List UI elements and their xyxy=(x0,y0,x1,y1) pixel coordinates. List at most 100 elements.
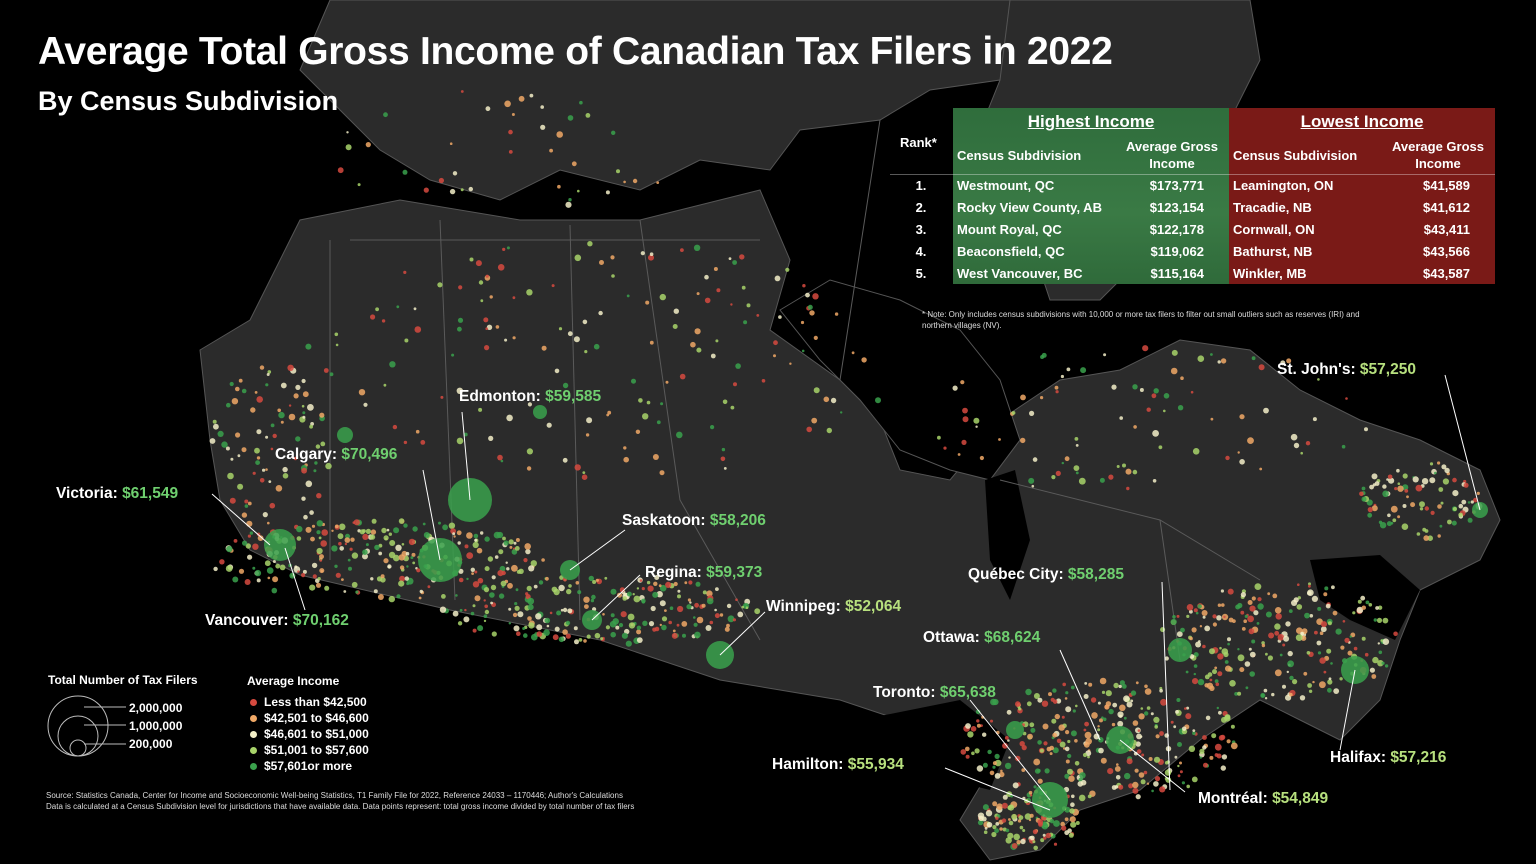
subdivision-dot xyxy=(265,435,269,439)
subdivision-dot xyxy=(681,621,688,627)
subdivision-dot xyxy=(1158,445,1163,450)
subdivision-dot xyxy=(1007,739,1010,742)
subdivision-dot xyxy=(610,613,615,618)
subdivision-dot xyxy=(1180,627,1185,633)
subdivision-dot xyxy=(1397,485,1404,492)
subdivision-dot xyxy=(1067,753,1072,759)
subdivision-dot xyxy=(1067,739,1071,744)
subdivision-dot xyxy=(351,552,359,559)
subdivision-dot xyxy=(500,580,507,587)
subdivision-dot xyxy=(1239,459,1245,465)
subdivision-dot xyxy=(383,112,388,118)
subdivision-dot xyxy=(1159,688,1163,693)
subdivision-dot xyxy=(1185,670,1189,674)
subdivision-dot xyxy=(266,567,274,574)
subdivision-dot xyxy=(1237,648,1240,651)
subdivision-dot xyxy=(338,523,346,531)
subdivision-dot xyxy=(1437,534,1441,538)
low-subdivision-cell: Leamington, ON xyxy=(1233,178,1334,193)
rank-cell: 1. xyxy=(915,178,927,193)
subdivision-dot xyxy=(732,260,737,265)
subdivision-dot xyxy=(732,618,737,622)
subdivision-dot xyxy=(1132,469,1138,475)
low-subdivision-header: Census Subdivision xyxy=(1233,148,1358,163)
city-name: Saskatoon: xyxy=(622,512,706,529)
city-label: Québec City: $58,285 xyxy=(968,566,1124,584)
subdivision-dot xyxy=(275,563,281,569)
subdivision-dot xyxy=(1069,816,1076,823)
subdivision-dot xyxy=(272,560,276,563)
subdivision-dot xyxy=(470,611,475,616)
subdivision-dot xyxy=(648,254,654,261)
subdivision-dot xyxy=(288,413,296,421)
subdivision-dot xyxy=(1356,606,1364,614)
city-label: Regina: $59,373 xyxy=(645,564,762,582)
subdivision-dot xyxy=(373,589,378,594)
subdivision-dot xyxy=(705,625,712,631)
subdivision-dot xyxy=(636,587,640,590)
subdivision-dot xyxy=(557,184,561,189)
subdivision-dot xyxy=(693,616,696,619)
subdivision-dot xyxy=(1172,615,1176,619)
subdivision-dot xyxy=(1402,473,1408,479)
subdivision-dot xyxy=(567,115,574,121)
subdivision-dot xyxy=(1065,691,1069,695)
subdivision-dot xyxy=(472,541,479,549)
subdivision-dot xyxy=(728,257,732,260)
city-name: Victoria: xyxy=(56,485,118,502)
subdivision-dot xyxy=(1394,487,1398,491)
subdivision-dot xyxy=(1082,752,1088,758)
subdivision-dot xyxy=(659,293,666,301)
subdivision-dot xyxy=(610,255,615,260)
subdivision-dot xyxy=(737,611,744,618)
subdivision-dot xyxy=(616,169,620,174)
subdivision-dot xyxy=(1192,731,1196,735)
subdivision-dot xyxy=(1177,774,1181,778)
subdivision-dot xyxy=(316,530,321,535)
subdivision-dot xyxy=(1429,462,1434,466)
subdivision-dot xyxy=(974,748,980,754)
subdivision-dot xyxy=(517,611,524,618)
high-subdivision-cell: West Vancouver, BC xyxy=(957,266,1083,281)
city-income: $57,250 xyxy=(1359,361,1416,378)
subdivision-dot xyxy=(1390,505,1398,513)
subdivision-dot xyxy=(1163,393,1170,399)
subdivision-dot xyxy=(641,587,645,591)
subdivision-dot xyxy=(1193,664,1198,668)
subdivision-dot xyxy=(488,435,494,441)
subdivision-dot xyxy=(1290,433,1298,441)
subdivision-dot xyxy=(262,468,266,472)
subdivision-dot xyxy=(1201,610,1208,616)
subdivision-dot xyxy=(278,411,285,419)
subdivision-dot xyxy=(319,412,325,418)
subdivision-dot xyxy=(1419,501,1425,508)
size-legend-1000000: 1,000,000 xyxy=(129,719,183,733)
subdivision-dot xyxy=(1256,622,1260,625)
subdivision-dot xyxy=(478,407,483,412)
subdivision-dot xyxy=(1437,461,1441,465)
subdivision-dot xyxy=(562,382,569,389)
subdivision-dot xyxy=(813,387,820,394)
subdivision-dot xyxy=(1220,589,1224,593)
subdivision-dot xyxy=(658,584,662,588)
subdivision-dot xyxy=(985,810,993,817)
subdivision-dot xyxy=(977,819,984,826)
subdivision-dot xyxy=(511,549,518,555)
subdivision-dot xyxy=(1300,451,1303,455)
subdivision-dot xyxy=(638,398,643,403)
subdivision-dot xyxy=(1055,470,1061,476)
city-income: $65,638 xyxy=(939,684,996,701)
subdivision-dot xyxy=(1087,755,1090,759)
high-income-cell: $123,154 xyxy=(1149,200,1204,215)
subdivision-dot xyxy=(509,545,513,549)
subdivision-dot xyxy=(1274,669,1282,677)
subdivision-dot xyxy=(485,274,489,278)
subdivision-dot xyxy=(1005,837,1012,844)
subdivision-dot xyxy=(262,511,268,518)
subdivision-dot xyxy=(618,623,624,628)
subdivision-dot xyxy=(998,438,1001,441)
subdivision-dot xyxy=(1308,584,1311,588)
subdivision-dot xyxy=(480,299,484,303)
subdivision-dot xyxy=(1333,688,1340,694)
subdivision-dot xyxy=(1020,838,1026,845)
